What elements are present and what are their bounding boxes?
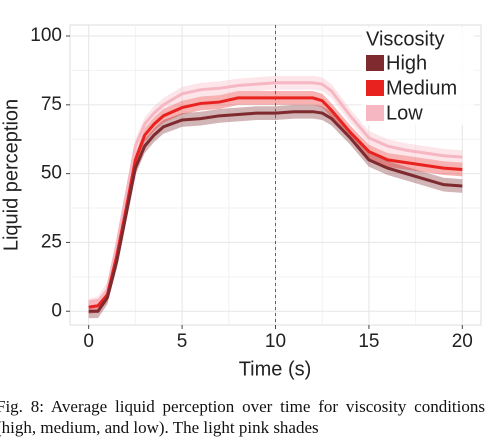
legend-swatch (366, 55, 384, 71)
y-tick-label: 100 (30, 25, 62, 46)
y-tick-label: 0 (51, 300, 62, 321)
confidence-band (88, 75, 463, 313)
line (88, 81, 463, 308)
x-tick-label: 10 (265, 331, 286, 352)
legend-label: Low (386, 102, 423, 124)
chart: Time (s) Liquid perception 0 5 10 15 20 0 25 50… (0, 24, 482, 380)
x-tick-label: 15 (358, 331, 379, 352)
legend-title: Viscosity (366, 28, 445, 50)
x-tick-label: 20 (452, 331, 473, 352)
y-tick-label: 50 (41, 163, 62, 184)
y-axis-title: Liquid perception (0, 99, 22, 251)
legend-swatch (366, 105, 384, 121)
legend-label: High (386, 52, 427, 74)
confidence-band (88, 91, 463, 314)
y-tick-label: 25 (41, 231, 62, 252)
caption: Fig. 8: Average liquid perception over t… (0, 397, 485, 437)
x-axis-title: Time (s) (239, 358, 312, 380)
legend-swatch (366, 80, 384, 96)
legend-label: Medium (386, 77, 457, 99)
line (88, 110, 463, 313)
y-tick-label: 75 (41, 94, 62, 115)
x-tick-label: 5 (177, 331, 188, 352)
x-tick-label: 0 (83, 331, 94, 352)
